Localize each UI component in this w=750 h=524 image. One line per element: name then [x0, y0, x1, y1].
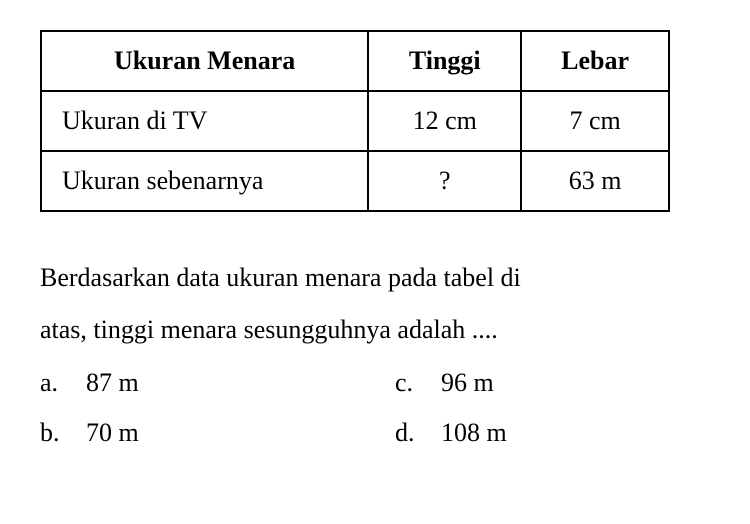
table-row: Ukuran sebenarnya ? 63 m: [41, 151, 669, 211]
cell-tinggi-tv: 12 cm: [368, 91, 521, 151]
options-grid: a. 87 m c. 96 m b. 70 m d. 108 m: [40, 368, 710, 448]
col-header-lebar: Lebar: [521, 31, 669, 91]
cell-lebar-sebenarnya: 63 m: [521, 151, 669, 211]
option-c-letter: c.: [395, 368, 423, 398]
col-header-tinggi: Tinggi: [368, 31, 521, 91]
option-a: a. 87 m: [40, 368, 355, 398]
menara-table: Ukuran Menara Tinggi Lebar Ukuran di TV …: [40, 30, 670, 212]
table-row: Ukuran di TV 12 cm 7 cm: [41, 91, 669, 151]
question-text: Berdasarkan data ukuran menara pada tabe…: [40, 252, 710, 356]
option-c-text: 96 m: [441, 368, 494, 398]
option-a-text: 87 m: [86, 368, 139, 398]
option-b-text: 70 m: [86, 418, 139, 448]
cell-ukuran-tv: Ukuran di TV: [41, 91, 368, 151]
col-header-ukuran: Ukuran Menara: [41, 31, 368, 91]
option-a-letter: a.: [40, 368, 68, 398]
cell-ukuran-sebenarnya: Ukuran sebenarnya: [41, 151, 368, 211]
option-d: d. 108 m: [395, 418, 710, 448]
option-b-letter: b.: [40, 418, 68, 448]
cell-lebar-tv: 7 cm: [521, 91, 669, 151]
question-line-1: Berdasarkan data ukuran menara pada tabe…: [40, 263, 521, 292]
question-line-2: atas, tinggi menara sesungguhnya adalah …: [40, 315, 498, 344]
option-d-letter: d.: [395, 418, 423, 448]
cell-tinggi-sebenarnya: ?: [368, 151, 521, 211]
option-b: b. 70 m: [40, 418, 355, 448]
option-d-text: 108 m: [441, 418, 507, 448]
table-header-row: Ukuran Menara Tinggi Lebar: [41, 31, 669, 91]
option-c: c. 96 m: [395, 368, 710, 398]
